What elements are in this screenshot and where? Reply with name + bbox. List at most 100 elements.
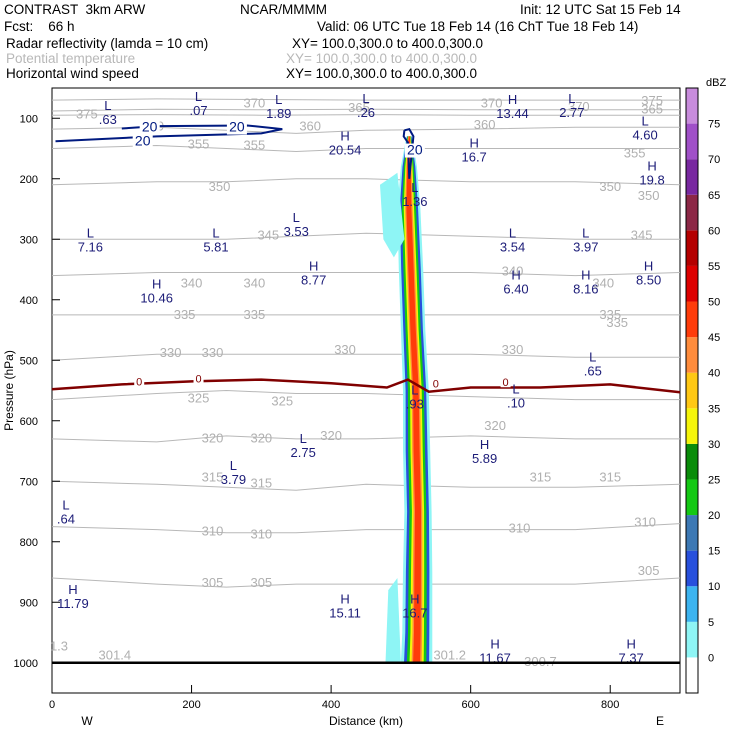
theta-label: 355 xyxy=(244,138,266,153)
extremum-marker: H xyxy=(644,259,653,274)
y-tick-label: 500 xyxy=(20,355,38,367)
theta-label: 320 xyxy=(484,418,506,433)
extremum-value: 5.81 xyxy=(203,239,228,254)
extremum-value: 1.89 xyxy=(266,106,291,121)
colorbar-label: 0 xyxy=(708,652,714,664)
theta-label: 310 xyxy=(202,524,224,539)
theta-contour-360 xyxy=(51,126,680,134)
extremum-marker: H xyxy=(410,591,419,606)
colorbar-label: 60 xyxy=(708,225,720,237)
colorbar-label: 30 xyxy=(708,439,720,451)
extremum-marker: L xyxy=(512,381,519,396)
extremum-marker: L xyxy=(212,225,219,240)
theta-label: 325 xyxy=(271,394,293,409)
theta-contour-325 xyxy=(51,389,680,401)
theta-label: 335 xyxy=(599,307,621,322)
extremum-value: 4.60 xyxy=(632,127,657,142)
west-label: W xyxy=(81,714,93,728)
theta-contour-375 xyxy=(51,98,680,101)
y-tick-label: 1000 xyxy=(14,658,38,670)
colorbar-label: 15 xyxy=(708,546,720,558)
theta-label: 370 xyxy=(481,95,503,110)
colorbar-swatch xyxy=(686,123,698,160)
theta-label: 330 xyxy=(202,345,224,360)
theta-label: 310 xyxy=(509,521,531,536)
extremum-value: .65 xyxy=(584,363,602,378)
colorbar-label: 10 xyxy=(708,581,720,593)
theta-label: 325 xyxy=(188,391,210,406)
y-tick-label: 900 xyxy=(20,597,38,609)
extremum-value: 16.7 xyxy=(461,150,486,165)
extremum-marker: H xyxy=(511,268,520,283)
extremum-value: 5.89 xyxy=(472,451,497,466)
field-theta: Potential temperature xyxy=(6,51,136,66)
valid-time: Valid: 06 UTC Tue 18 Feb 14 (16 ChT Tue … xyxy=(317,19,639,34)
x-tick-label: 800 xyxy=(601,699,619,711)
extremum-value: 8.77 xyxy=(301,273,326,288)
colorbar-swatch xyxy=(686,301,698,338)
extremum-marker: L xyxy=(230,458,237,473)
org-label: NCAR/MMMM xyxy=(240,2,327,17)
theta-label: 330 xyxy=(334,342,356,357)
wind-label-bg xyxy=(226,120,247,135)
extremum-marker: H xyxy=(469,136,478,151)
theta-contours: 3753703703703653653753603603603553553553… xyxy=(50,93,681,669)
forecast-hour: Fcst: 66 h xyxy=(4,19,75,34)
extremum-value: 3.54 xyxy=(500,239,525,254)
extremum-value: .64 xyxy=(57,512,75,527)
colorbar-label: 50 xyxy=(708,297,720,309)
colorbar-swatch xyxy=(686,657,698,693)
field-wind: Horizontal wind speed xyxy=(6,66,139,81)
field-reflectivity-xy: XY= 100.0,300.0 to 400.0,300.0 xyxy=(292,36,484,51)
extremum-value: 10.46 xyxy=(140,291,173,306)
colorbar-label: 65 xyxy=(708,190,720,202)
theta-label: 375 xyxy=(76,106,98,121)
extremum-value: .10 xyxy=(507,395,525,410)
wind-label: 20 xyxy=(407,142,423,158)
x-axis-label: Distance (km) xyxy=(329,714,403,728)
extremum-marker: L xyxy=(411,180,418,195)
freezing-label-bg xyxy=(430,378,441,389)
reflectivity-anvil xyxy=(380,172,405,258)
colorbar-label: 5 xyxy=(708,617,714,629)
extremum-value: 15.11 xyxy=(329,605,361,620)
extremum-marker: H xyxy=(340,128,349,143)
theta-label: 315 xyxy=(202,469,224,484)
theta-label: 305 xyxy=(202,575,224,590)
theta-contour-355 xyxy=(51,144,680,153)
theta-contour-340 xyxy=(51,272,681,277)
theta-label: 310 xyxy=(634,515,656,530)
extremum-marker: L xyxy=(87,225,94,240)
reflectivity-field xyxy=(380,136,433,663)
theta-label: 365 xyxy=(348,100,370,115)
extremum-marker: H xyxy=(152,277,161,292)
extremum-marker: L xyxy=(641,113,648,128)
theta-contour-330 xyxy=(51,353,680,361)
extremum-marker: L xyxy=(568,91,575,106)
theta-label: 301.4 xyxy=(99,648,132,663)
colorbar-swatch xyxy=(686,586,698,622)
extremum-value: 7.16 xyxy=(78,239,103,254)
colorbar-swatch xyxy=(686,337,698,373)
theta-label: 335 xyxy=(174,307,196,322)
colorbar-label: 45 xyxy=(708,332,720,344)
extremum-value: 11.79 xyxy=(57,596,89,611)
freezing-label: 0 xyxy=(195,374,201,386)
extremum-value: 3.97 xyxy=(573,239,598,254)
theta-label: 305 xyxy=(250,575,272,590)
extremum-marker: L xyxy=(275,92,282,107)
colorbar-swatch xyxy=(686,230,698,266)
extremum-value: .63 xyxy=(99,112,117,127)
theta-contour-350 xyxy=(51,178,681,186)
y-tick-label: 600 xyxy=(20,416,38,428)
reflectivity-base xyxy=(385,578,401,663)
freezing-label-bg xyxy=(134,376,145,387)
extremum-marker: L xyxy=(62,498,69,513)
theta-label: 370 xyxy=(568,99,590,114)
extremum-value: .07 xyxy=(189,103,207,118)
colorbar-label: 70 xyxy=(708,154,720,166)
theta-label: 330 xyxy=(160,345,182,360)
header: CONTRAST 3km ARW NCAR/MMMM Init: 12 UTC … xyxy=(0,0,740,88)
extremum-value: 2.75 xyxy=(291,445,316,460)
y-tick-label: 100 xyxy=(20,113,38,125)
